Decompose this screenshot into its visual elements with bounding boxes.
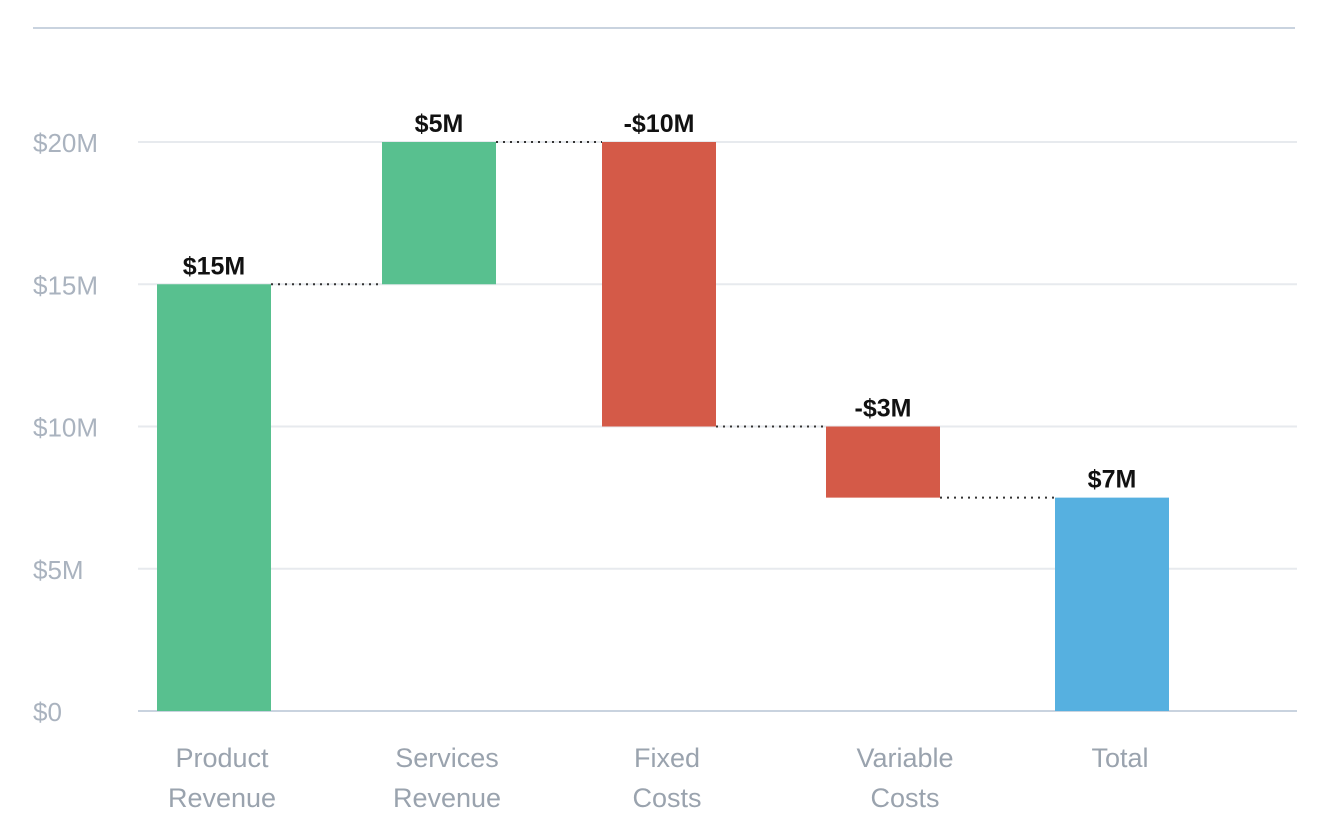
y-tick-label-0: $0 [33,697,62,727]
data-label-4: $7M [1088,466,1137,494]
label-layer: $15M Product Revenue $5M Services Revenue -$10… [168,110,1149,813]
connector-layer [271,141,1055,499]
y-tick-label-1: $5M [33,555,84,585]
category-label-0: Product Revenue [168,743,276,813]
bar-4 [1055,497,1169,711]
data-label-3: -$3M [855,395,912,423]
bar-2 [602,142,716,427]
category-label-3-line-1: Costs [870,783,939,813]
category-label-0-line-0: Product [175,743,269,773]
category-label-2: Fixed Costs [632,743,701,813]
y-tick-label-3: $15M [33,270,98,300]
y-tick-label-2: $10M [33,413,98,443]
category-label-1: Services Revenue [393,743,501,813]
category-label-1-line-1: Revenue [393,783,501,813]
bar-1 [382,142,496,285]
category-label-4: Total [1091,743,1148,773]
bar-layer [157,142,1169,711]
data-label-1: $5M [415,110,464,138]
category-label-0-line-1: Revenue [168,783,276,813]
grid-layer: $0 $5M $10M $15M $20M [33,128,1297,727]
category-label-2-line-0: Fixed [634,743,700,773]
category-label-1-line-0: Services [395,743,499,773]
y-tick-label-4: $20M [33,128,98,158]
category-label-4-line-0: Total [1091,743,1148,773]
bar-0 [157,284,271,711]
category-label-3-line-0: Variable [856,743,953,773]
bar-3 [826,426,940,498]
category-label-3: Variable Costs [856,743,953,813]
category-label-2-line-1: Costs [632,783,701,813]
data-label-2: -$10M [624,110,695,138]
data-label-0: $15M [183,252,246,280]
